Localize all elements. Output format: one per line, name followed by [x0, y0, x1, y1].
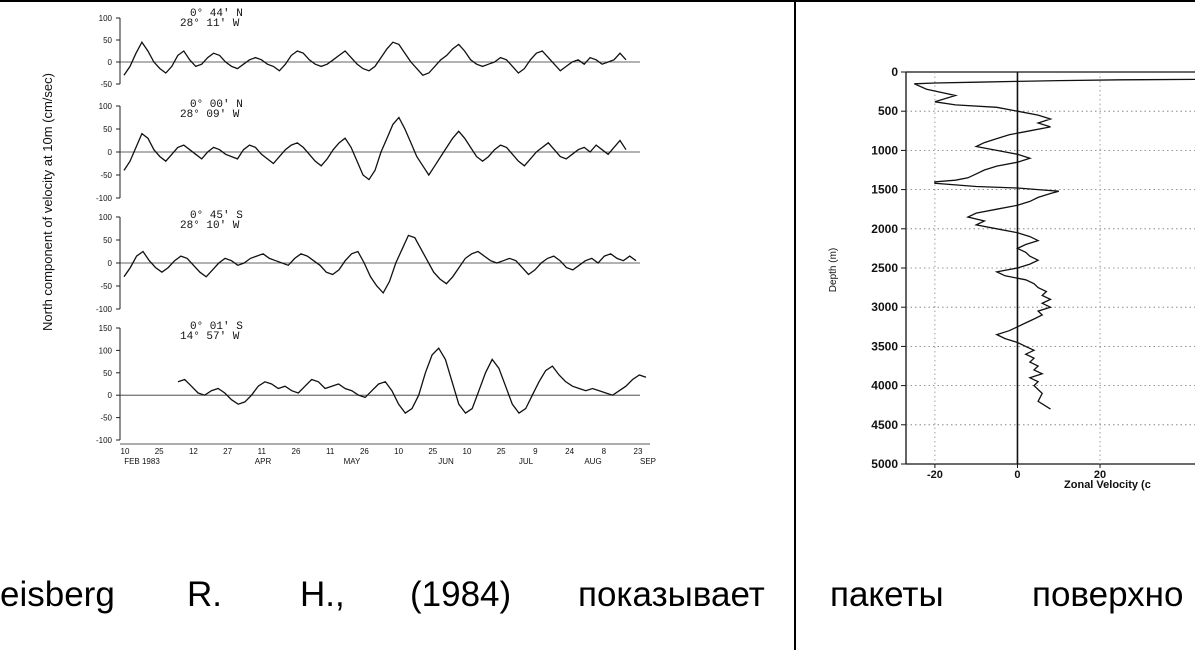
y-tick-label: -50 — [100, 414, 112, 423]
x-tick-label: 0 — [1014, 469, 1020, 481]
caption-word: R. — [187, 575, 222, 614]
y-tick-label: -100 — [96, 436, 113, 445]
y-tick-label: 0 — [108, 391, 113, 400]
x-tick-label: 10 — [394, 447, 403, 456]
series-line — [123, 40, 627, 76]
x-month-label: AUG — [584, 457, 601, 466]
velocity-profile-line — [914, 78, 1195, 410]
y-tick-label: -100 — [96, 194, 113, 203]
x-tick-label: 12 — [189, 447, 198, 456]
y-tick-label: 100 — [99, 102, 113, 111]
series-name-line2: 28° 10' W — [180, 220, 240, 232]
x-month-label: JUL — [519, 457, 534, 466]
x-tick-label: 26 — [360, 447, 369, 456]
x-month-label: FEB 1983 — [124, 457, 160, 466]
caption-word: eisberg — [0, 575, 115, 614]
x-tick-label: 25 — [428, 447, 437, 456]
x-tick-label: 26 — [292, 447, 301, 456]
y-tick-label: 5000 — [871, 457, 898, 471]
x-tick-label: -20 — [927, 469, 943, 481]
x-tick-label: 24 — [565, 447, 574, 456]
x-tick-label: 27 — [223, 447, 232, 456]
left-caption: eisberg R. H., (1984) показывает — [0, 575, 794, 635]
x-tick-label: 11 — [258, 447, 267, 456]
y-tick-label: -50 — [100, 282, 112, 291]
series-line — [123, 116, 627, 181]
series-name-line1: 0° 01' S — [190, 321, 243, 333]
caption-word: пакеты — [830, 575, 944, 614]
caption-word: H., — [300, 575, 345, 614]
y-tick-label: 50 — [103, 125, 112, 134]
zonal-velocity-profile-chart: 0 500 1000 1500 2000 2500 3000 3500 4000 4500 5000… — [828, 65, 1195, 491]
y-tick-label: 3500 — [871, 339, 898, 353]
y-axis-label: North component of velocity at 10m (cm/s… — [40, 73, 55, 331]
frame-top — [0, 0, 1195, 2]
y-tick-label: 1000 — [871, 143, 898, 157]
y-tick-label: 50 — [103, 236, 112, 245]
x-month-label: MAY — [344, 457, 361, 466]
series-name-line1: 0° 00' N — [190, 99, 243, 111]
x-tick-label: 20 — [1094, 469, 1106, 481]
y-tick-label: 50 — [103, 369, 112, 378]
x-tick-label: 10 — [463, 447, 472, 456]
x-tick-label: 9 — [533, 447, 538, 456]
y-tick-label: 100 — [99, 14, 113, 23]
caption-word: поверхно — [1032, 575, 1184, 614]
caption-word: показывает — [578, 575, 765, 614]
series-line — [177, 347, 647, 414]
series-name-line1: 0° 44' N — [190, 8, 243, 20]
x-month-label: SEP — [640, 457, 656, 466]
y-tick-label: 2000 — [871, 222, 898, 236]
right-figure: 0 500 1000 1500 2000 2500 3000 3500 4000 4500 5000… — [796, 2, 1195, 502]
y-tick-label: -50 — [100, 171, 112, 180]
x-axis-label: Zonal Velocity (c — [1064, 479, 1151, 491]
series-name-line2: 28° 09' W — [180, 109, 240, 121]
y-tick-label: 3000 — [871, 300, 898, 314]
series-name-line1: 0° 45' S — [190, 210, 243, 222]
y-tick-label: -50 — [100, 80, 112, 89]
right-caption: пакеты поверхно — [796, 575, 1195, 635]
x-tick-label: 23 — [634, 447, 643, 456]
y-tick-label: 1500 — [871, 183, 898, 197]
x-tick-label: 11 — [326, 447, 335, 456]
x-tick-label: 8 — [602, 447, 607, 456]
y-tick-label: 0 — [108, 148, 113, 157]
x-month-label: JUN — [438, 457, 454, 466]
x-tick-label: 10 — [121, 447, 130, 456]
series-name-line2: 28° 11' W — [180, 18, 240, 30]
series-line — [123, 234, 637, 295]
y-tick-label: 0 — [108, 259, 113, 268]
x-tick-label: 25 — [497, 447, 506, 456]
y-tick-label: 100 — [99, 346, 113, 355]
y-tick-label: 0 — [108, 58, 113, 67]
y-tick-label: 4500 — [871, 418, 898, 432]
y-tick-label: 500 — [878, 104, 898, 118]
y-axis-label: Depth (m) — [828, 248, 839, 292]
caption-word: (1984) — [410, 575, 512, 614]
x-tick-label: 25 — [155, 447, 164, 456]
left-figure: 100 50 0 -50 0° 44' N 28° 11' W 100 50 0 -50 -100 0… — [0, 2, 794, 472]
frame-divider — [794, 0, 796, 650]
x-month-label: APR — [255, 457, 272, 466]
y-tick-label: 150 — [99, 324, 113, 333]
series-name-line2: 14° 57' W — [180, 331, 240, 343]
y-tick-label: -100 — [96, 305, 113, 314]
y-tick-label: 100 — [99, 213, 113, 222]
y-tick-label: 50 — [103, 36, 112, 45]
y-tick-label: 2500 — [871, 261, 898, 275]
y-tick-label: 4000 — [871, 379, 898, 393]
y-tick-label: 0 — [891, 65, 898, 79]
